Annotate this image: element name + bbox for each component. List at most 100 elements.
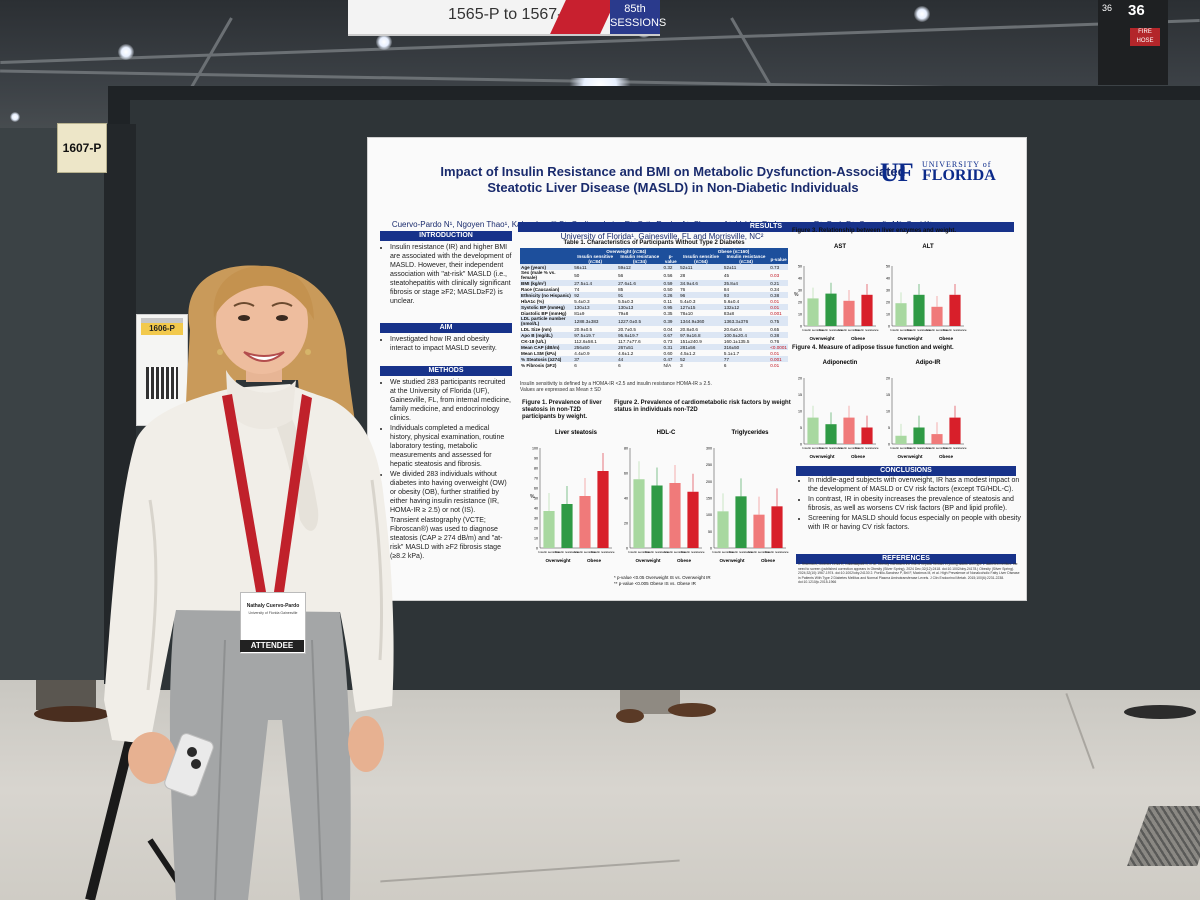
- table-column-header: p-value: [662, 254, 680, 264]
- table-cell: 4.4±0.9: [574, 350, 590, 356]
- chart-category-label: Insulin resistance: [943, 446, 967, 450]
- table-cell: 281±56: [679, 344, 723, 350]
- table-cell: 34.9±4.6: [679, 280, 723, 286]
- hall-column: 36 36 FIRE HOSE: [1098, 0, 1168, 85]
- banner-text: 1565-P to 1567-P: [448, 6, 574, 23]
- chart-title: Triglycerides: [731, 430, 769, 436]
- bystander-shoe: [668, 703, 716, 717]
- chart-tick-label: 50: [886, 265, 890, 269]
- conclusion-bullet: Screening for MASLD should focus especia…: [808, 514, 1026, 532]
- figure4-title: Figure 4. Measure of adipose tissue func…: [792, 345, 954, 351]
- table-cell: 79±8: [618, 310, 629, 316]
- table-cell: LDL particle number (nmol/L): [520, 316, 574, 326]
- chart-tick-label: 40: [886, 277, 890, 281]
- table-column-header: Insulin sensitive (n=64): [679, 254, 723, 264]
- smile: [243, 351, 285, 362]
- lanyard: [274, 394, 312, 592]
- chart-tick-label: 200: [706, 480, 712, 484]
- table-group-header: [520, 248, 574, 254]
- chart-tick-label: 60: [534, 487, 538, 491]
- ceiling-light: [118, 44, 134, 60]
- table-cell: 0.50: [663, 286, 673, 292]
- table-cell: 56: [618, 272, 624, 278]
- chart-category-label: Insulin resistance: [555, 550, 579, 554]
- table-cell: 97.9±16.8: [679, 332, 723, 338]
- chart-tick-label: 20: [798, 301, 802, 305]
- table-cell: 0.76: [770, 338, 780, 344]
- table-row: BMI (kg/m²) 27.5±1.4 27.6±1.6 0.59 34.9±4.6 3…: [520, 280, 788, 286]
- chart-tick-label: 250: [706, 463, 712, 467]
- table-cell: 112.6±58.1: [574, 338, 597, 344]
- chart-bar: [633, 479, 645, 548]
- blouse-bow: [262, 392, 319, 531]
- table-row: Systolic BP (mmHg) 130±13 130±13 0.95 127±15…: [520, 304, 788, 310]
- chart-bar: [561, 504, 573, 548]
- table-row: Age (years) 56±11 59±12 0.32 52±11 52±11 0.73: [520, 264, 788, 270]
- table-cell: 5.4±0.3: [680, 298, 696, 304]
- table-cell: Apo B (mg/dL): [520, 332, 574, 338]
- badge-org: University of Florida Gainesville: [248, 611, 298, 615]
- table-caption: Table 1. Characteristics of Participants…: [563, 240, 745, 246]
- table-row: Mean LSM (kPa) 4.4±0.9 4.6±1.2 0.60 4.5±1.2 5…: [520, 350, 788, 356]
- table-cell: 0.39: [662, 316, 680, 326]
- chart-tick-label: 10: [798, 313, 802, 317]
- table-cell: 0.65: [770, 326, 780, 332]
- chart-bar: [931, 306, 943, 326]
- chart-group-label: Overweight: [545, 558, 570, 563]
- table-cell: 1363.3±376: [722, 316, 770, 326]
- chart-tick-label: 0: [888, 443, 890, 447]
- chart-category-label: Insulin sensitive: [628, 550, 650, 554]
- conclusion-bullet: In middle-aged subjects with overweight,…: [808, 476, 1026, 494]
- chart-tick-label: 60: [624, 472, 628, 476]
- chart-tick-label: 70: [534, 477, 538, 481]
- chart-tick-label: 30: [798, 289, 802, 293]
- chart-category-label: Insulin sensitive: [574, 550, 596, 554]
- table-cell: 59±12: [617, 264, 663, 270]
- blouse-fold: [370, 479, 384, 661]
- table-cell: 5.6±0.4: [723, 298, 740, 304]
- table-cell: N/A: [663, 362, 672, 368]
- chart-tick-label: 0: [800, 325, 802, 329]
- board-number-label: 1607-P: [57, 123, 107, 173]
- table-cell: 0.11: [663, 298, 673, 304]
- chart-tick-label: 10: [798, 410, 802, 414]
- poster-affiliation: University of Florida¹, Gainesville, FL …: [560, 232, 764, 241]
- table-cell: 1344.9±360: [679, 316, 723, 326]
- left-hand: [128, 732, 176, 784]
- table-row: Mean CAP (dB/m) 256±50 267±51 0.31 281±56 316…: [520, 344, 788, 350]
- chart-category-label: Insulin resistance: [819, 328, 843, 332]
- section-conclusions: CONCLUSIONS: [796, 466, 1016, 476]
- table-cell: Mean CAP (dB/m): [520, 344, 574, 350]
- chart-tick-label: 80: [624, 447, 628, 451]
- chart-bar: [735, 496, 747, 548]
- chart-tick-label: 300: [706, 447, 712, 451]
- table-cell: Ethnicity (no Hispanic): [520, 292, 574, 298]
- chart-category-label: Insulin resistance: [855, 328, 879, 332]
- chart-category-label: Insulin sensitive: [926, 446, 948, 450]
- table-row: Race (Caucasian) 74 85 0.50 76 84 0.34: [520, 286, 788, 292]
- table-cell: 6: [723, 362, 727, 368]
- characteristics-table: Overweight (n=84) Obese (n=160) Insulin se…: [520, 248, 788, 368]
- figure-footnote-1: * p-value <0.05 Overweight IS vs. Overwe…: [614, 575, 711, 580]
- eyebrow: [271, 302, 293, 307]
- chart-tick-label: 100: [532, 447, 538, 451]
- chart-group-label: Overweight: [809, 336, 834, 341]
- table-cell: 0.001: [769, 356, 788, 362]
- table-cell: 1288.3±383: [573, 316, 618, 326]
- table-cell: 74: [574, 286, 580, 292]
- table-cell: 0.01: [770, 350, 780, 356]
- table-cell: 85: [618, 286, 624, 292]
- trousers: [169, 600, 351, 900]
- methods-bullet: We divided 283 individuals without diabe…: [390, 470, 512, 515]
- table-cell: 5.5±0.3: [618, 298, 634, 304]
- chart-title: HDL-C: [657, 430, 676, 436]
- table-cell: % Fibrosis (≥F2): [521, 362, 557, 368]
- table-cell: 96: [679, 292, 723, 298]
- badge-name: Nathaly Cuervo-Pardo: [246, 603, 300, 609]
- section-references: REFERENCES: [796, 554, 1016, 564]
- chart-category-label: Insulin sensitive: [838, 328, 860, 332]
- conclusion-bullets: In middle-aged subjects with overweight,…: [798, 476, 1026, 533]
- chart-group-label: Obese: [677, 558, 691, 563]
- earring: [217, 349, 223, 355]
